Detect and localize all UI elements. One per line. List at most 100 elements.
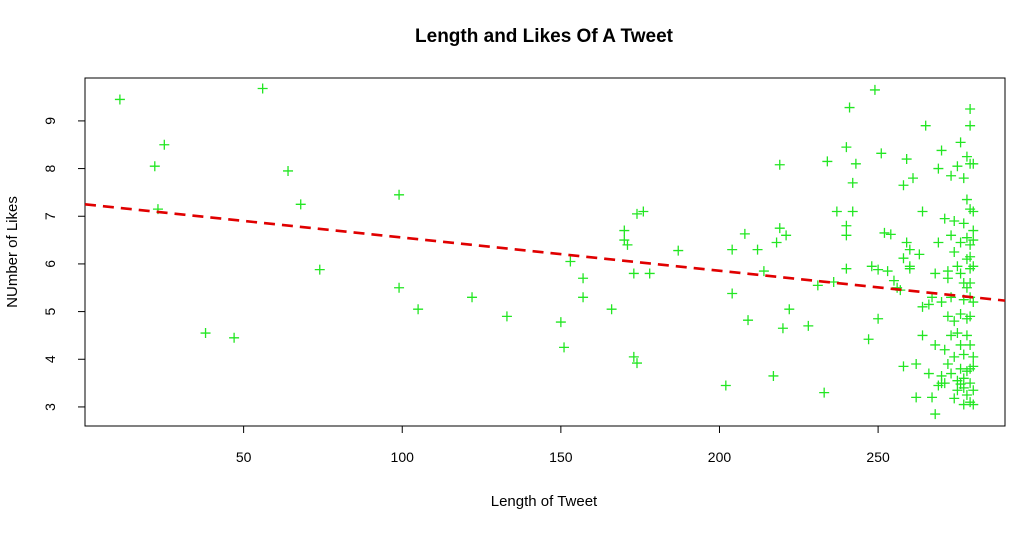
data-point bbox=[958, 349, 969, 360]
data-point bbox=[229, 332, 240, 343]
data-point bbox=[771, 237, 782, 248]
x-tick-label: 150 bbox=[549, 449, 573, 465]
x-axis: 50 100 150 200 250 bbox=[236, 425, 890, 465]
data-point bbox=[628, 268, 639, 279]
data-point bbox=[911, 359, 922, 370]
data-point bbox=[927, 392, 938, 403]
data-point bbox=[819, 387, 830, 398]
chart-title: Length and Likes Of A Tweet bbox=[415, 26, 674, 47]
data-point bbox=[758, 266, 769, 277]
y-tick-label: 9 bbox=[42, 117, 58, 125]
x-tick-label: 250 bbox=[866, 449, 890, 465]
data-point bbox=[965, 103, 976, 114]
data-point bbox=[952, 328, 963, 339]
data-point bbox=[768, 370, 779, 381]
data-point bbox=[844, 102, 855, 113]
data-point bbox=[888, 275, 899, 286]
data-point bbox=[968, 261, 979, 272]
y-axis: 3 4 5 6 7 8 9 bbox=[42, 117, 86, 411]
data-point bbox=[606, 304, 617, 315]
data-point bbox=[946, 330, 957, 341]
data-point bbox=[578, 292, 589, 303]
data-point bbox=[619, 225, 630, 236]
data-point bbox=[803, 320, 814, 331]
data-point bbox=[898, 253, 909, 264]
data-point bbox=[638, 206, 649, 217]
data-point bbox=[752, 244, 763, 255]
data-point bbox=[946, 170, 957, 181]
data-point bbox=[952, 161, 963, 172]
data-point bbox=[632, 358, 642, 369]
data-point bbox=[952, 385, 963, 396]
y-tick-label: 4 bbox=[42, 355, 58, 363]
data-point bbox=[394, 282, 405, 293]
data-point bbox=[936, 370, 947, 381]
data-point bbox=[939, 213, 950, 224]
data-point bbox=[914, 249, 925, 260]
data-point bbox=[774, 159, 785, 170]
x-axis-label: Length of Tweet bbox=[491, 493, 598, 510]
y-axis-label: NUmber of Likes bbox=[4, 196, 21, 308]
data-point bbox=[565, 256, 576, 267]
data-point bbox=[936, 297, 947, 308]
data-point bbox=[955, 363, 966, 374]
data-point bbox=[949, 316, 960, 327]
data-point bbox=[781, 230, 792, 241]
data-point bbox=[961, 151, 972, 162]
data-point bbox=[777, 323, 788, 334]
y-tick-label: 3 bbox=[42, 403, 58, 411]
data-point bbox=[149, 161, 160, 172]
data-point bbox=[901, 237, 912, 248]
data-point bbox=[413, 304, 424, 315]
data-point bbox=[901, 154, 912, 165]
data-point bbox=[841, 230, 852, 241]
data-point bbox=[720, 380, 731, 391]
data-point bbox=[949, 393, 960, 404]
data-point bbox=[965, 120, 976, 131]
data-point bbox=[949, 351, 960, 362]
data-point bbox=[812, 280, 823, 291]
data-point bbox=[965, 251, 976, 262]
data-point bbox=[841, 142, 852, 153]
data-point bbox=[942, 311, 953, 322]
data-point bbox=[961, 330, 972, 341]
data-point bbox=[898, 361, 909, 372]
data-point bbox=[933, 163, 944, 174]
data-point bbox=[923, 368, 934, 379]
data-point bbox=[968, 225, 979, 236]
data-point bbox=[942, 359, 953, 370]
data-point bbox=[917, 330, 928, 341]
y-tick-label: 7 bbox=[42, 212, 58, 220]
data-point bbox=[968, 385, 979, 396]
data-point bbox=[114, 94, 125, 105]
data-point bbox=[958, 373, 969, 384]
data-point bbox=[968, 297, 979, 308]
y-tick-label: 5 bbox=[42, 307, 58, 315]
data-point bbox=[930, 268, 941, 279]
x-tick-label: 100 bbox=[391, 449, 415, 465]
data-point bbox=[911, 392, 922, 403]
data-point bbox=[394, 189, 405, 200]
data-point bbox=[632, 208, 642, 219]
data-point bbox=[866, 261, 877, 272]
data-point bbox=[882, 266, 893, 277]
data-point bbox=[968, 235, 979, 246]
data-point bbox=[898, 180, 909, 191]
data-point bbox=[904, 244, 915, 255]
data-point bbox=[930, 339, 941, 350]
data-point bbox=[961, 390, 972, 401]
y-tick-label: 6 bbox=[42, 260, 58, 268]
data-point bbox=[968, 206, 979, 217]
data-point bbox=[965, 378, 976, 389]
data-point bbox=[917, 301, 928, 312]
data-point bbox=[863, 334, 874, 345]
data-point bbox=[869, 84, 880, 95]
data-point bbox=[965, 339, 976, 350]
data-point bbox=[942, 273, 953, 284]
data-point bbox=[946, 230, 957, 241]
data-point bbox=[847, 206, 858, 217]
data-point bbox=[968, 399, 979, 410]
data-point bbox=[743, 315, 754, 326]
